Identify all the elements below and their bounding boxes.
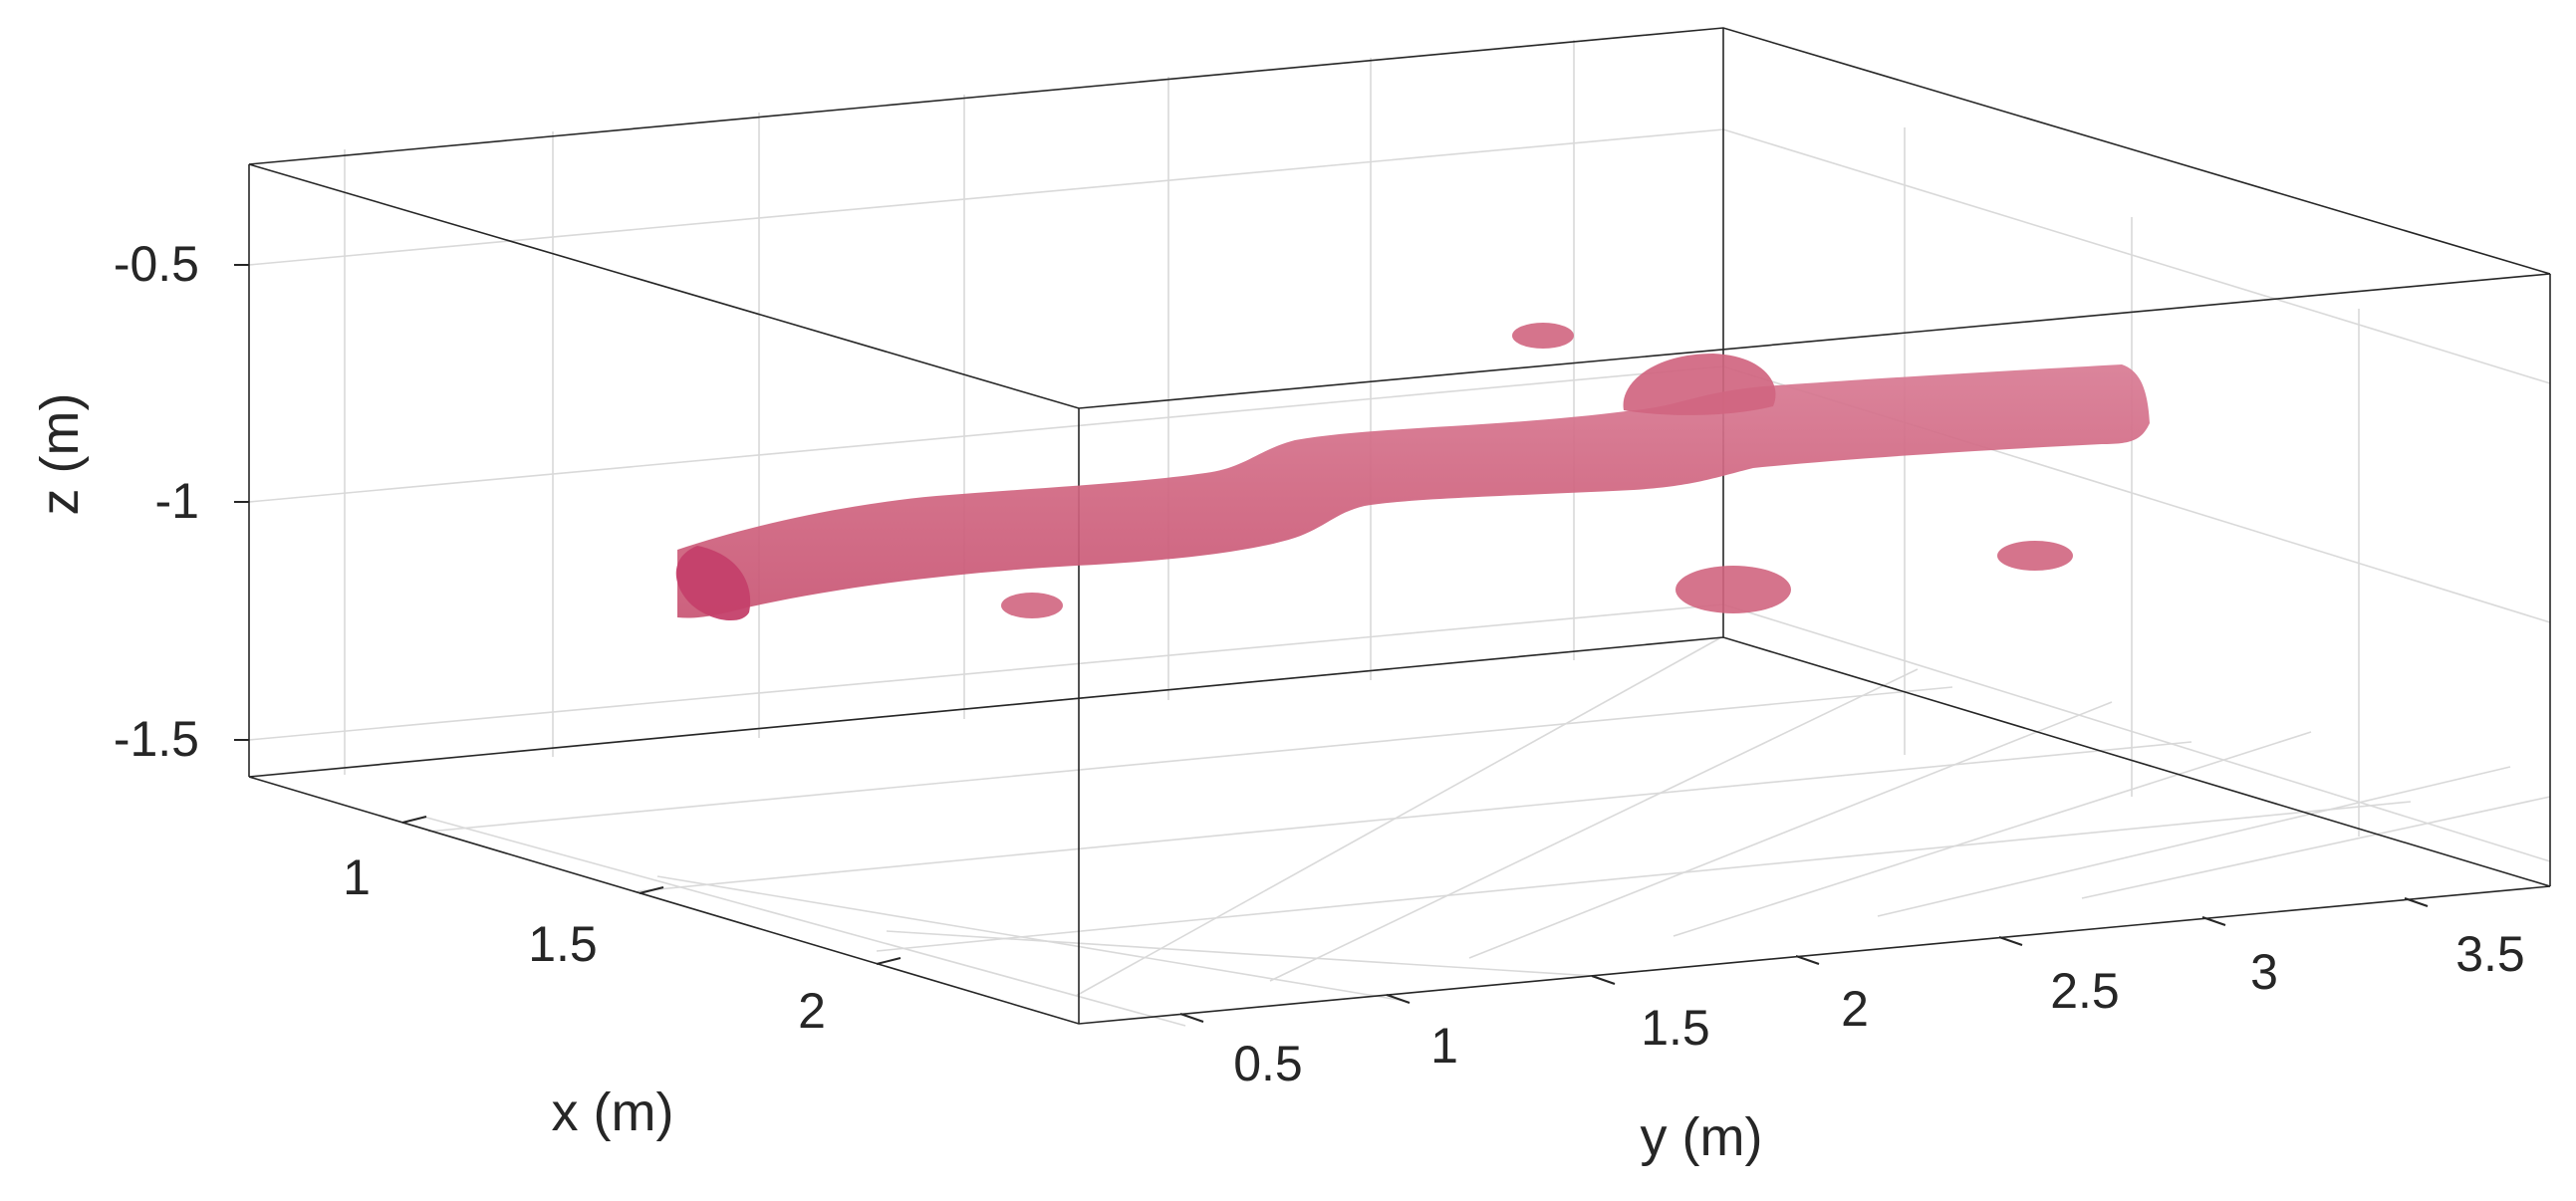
y-tick-label: 3 (2250, 944, 2278, 1000)
y-axis: 0.5 1 1.5 2 2.5 3 3.5 y (m) (1179, 897, 2525, 1167)
y-axis-label: y (m) (1641, 1107, 1763, 1167)
x-tick-label: 2 (798, 983, 826, 1039)
blob-1 (1512, 323, 1574, 349)
back-grid (248, 40, 2551, 1027)
x-axis: 1 1.5 2 x (m) (343, 816, 902, 1142)
y-tick-label: 1 (1430, 1018, 1458, 1074)
x-tick-label: 1.5 (528, 916, 598, 972)
axes-box (248, 27, 2551, 1025)
pipe-junction-bump (1623, 354, 1776, 415)
y-tick-label: 3.5 (2455, 926, 2525, 982)
z-tick-label: -0.5 (114, 236, 199, 292)
isosurface-group (675, 323, 2150, 621)
y-tick-label: 2 (1841, 981, 1869, 1037)
x-tick-label: 1 (343, 849, 371, 905)
blob-2 (1001, 593, 1063, 618)
blob-4 (1997, 541, 2073, 571)
main-pipe (677, 364, 2150, 618)
blob-3 (1675, 566, 1791, 613)
z-tick-label: -1 (155, 473, 199, 529)
y-tick-label: 2.5 (2050, 963, 2120, 1019)
x-axis-label: x (m) (552, 1082, 674, 1142)
z-axis: -0.5 -1 -1.5 z (m) (30, 236, 249, 767)
y-tick-label: 1.5 (1641, 1000, 1710, 1056)
y-tick-label: 0.5 (1233, 1036, 1303, 1091)
z-tick-label: -1.5 (114, 711, 199, 767)
pipe-end-cap (675, 546, 751, 621)
z-axis-label: z (m) (30, 393, 90, 516)
